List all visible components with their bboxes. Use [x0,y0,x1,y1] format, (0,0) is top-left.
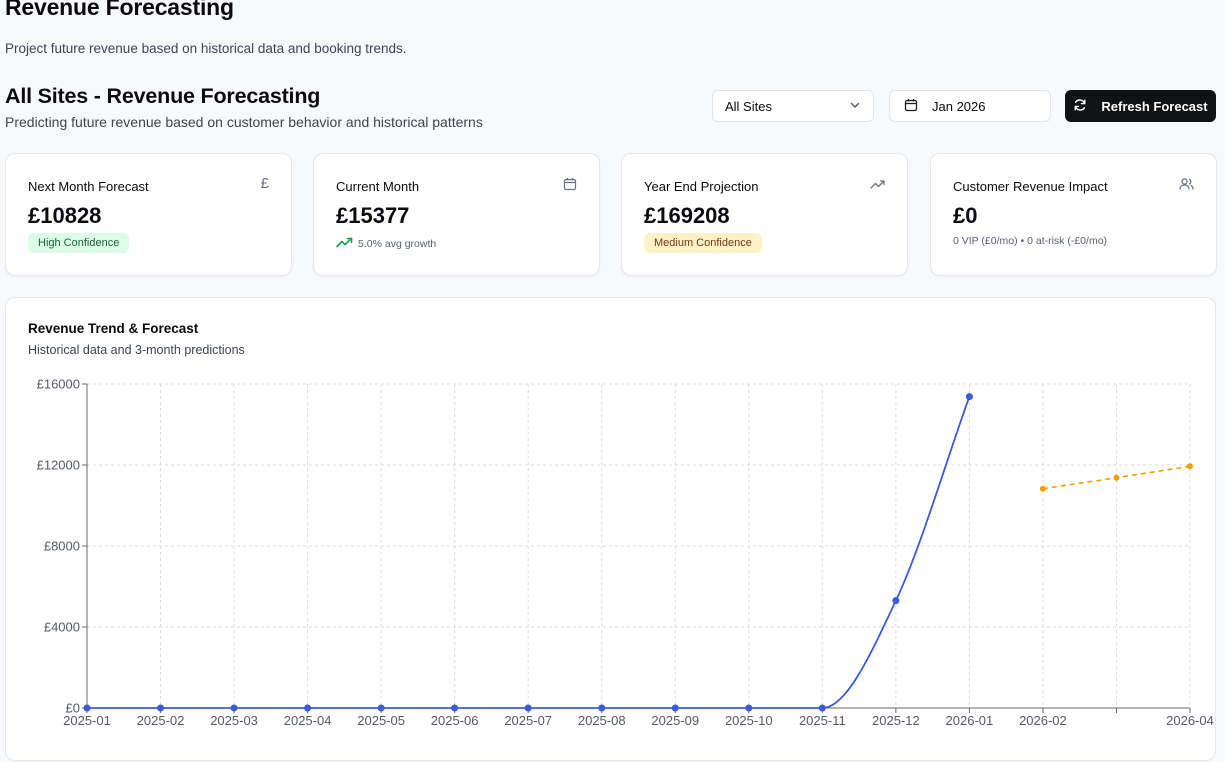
x-tick-label: 2025-02 [137,713,185,728]
chart-title: Revenue Trend & Forecast [28,321,199,336]
page-title: Revenue Forecasting [5,0,234,20]
page-subtitle: Project future revenue based on historic… [5,41,407,56]
actual-point [304,704,312,712]
current-month-card: Current Month £15377 5.0% avg growth [313,153,600,276]
y-tick-label: £0 [66,701,80,716]
users-icon [1179,177,1194,196]
section-subtitle: Predicting future revenue based on custo… [5,114,483,130]
x-tick-label: 2025-03 [210,713,258,728]
x-tick-label: 2025-07 [504,713,552,728]
x-tick-label: 2025-01 [63,713,111,728]
card-value: £169208 [644,203,730,228]
chart-subtitle: Historical data and 3-month predictions [28,343,245,357]
section-title: All Sites - Revenue Forecasting [5,84,321,108]
y-tick-label: £12000 [37,458,80,473]
next-month-forecast-card: Next Month Forecast £ £10828 High Confid… [5,153,292,276]
x-tick-label: 2025-12 [872,713,920,728]
x-tick-label: 2026-02 [1019,713,1067,728]
year-end-projection-card: Year End Projection £169208 Medium Confi… [621,153,908,276]
actual-point [965,393,973,401]
x-tick-label: 2025-09 [651,713,699,728]
revenue-trend-chart: £0 £4000 £8000 £12000 £16000 2025-01 2025-02 20… [37,377,1214,729]
forecast-point [1113,474,1120,481]
x-tick-label: 2025-08 [578,713,626,728]
card-value: £15377 [336,203,410,228]
actual-point [671,704,679,712]
confidence-badge: Medium Confidence [644,233,762,253]
month-picker-value: Jan 2026 [932,98,986,114]
forecast-point [1039,485,1046,492]
actual-point [83,704,91,712]
card-value: £10828 [28,203,102,228]
chevron-down-icon [849,99,861,114]
refresh-icon [1073,98,1087,115]
card-label: Current Month [336,179,420,194]
site-select[interactable]: All Sites [712,90,874,122]
pound-icon: £ [260,175,269,192]
actual-point [377,704,385,712]
x-tick-label: 2025-05 [357,713,405,728]
trending-up-icon [870,177,885,195]
x-tick-label: 2025-10 [725,713,773,728]
growth-indicator: 5.0% avg growth [336,237,436,251]
y-tick-label: £16000 [37,377,80,392]
confidence-badge: High Confidence [28,233,130,253]
trending-up-icon [336,237,353,251]
x-tick-label: 2026-01 [946,713,994,728]
actual-point [745,704,753,712]
x-tick-label: 2025-11 [799,713,846,728]
site-select-value: All Sites [725,98,772,114]
card-label: Next Month Forecast [28,179,149,194]
actual-point [157,704,165,712]
growth-text: 5.0% avg growth [358,238,437,250]
forecast-point [1187,463,1193,470]
x-tick-label: 2025-04 [284,713,332,728]
card-label: Year End Projection [644,179,759,194]
calendar-icon [563,177,577,196]
card-label: Customer Revenue Impact [953,179,1108,194]
actual-point [451,704,459,712]
y-tick-label: £4000 [44,620,80,635]
actual-point [598,704,606,712]
actual-point [524,704,532,712]
customer-revenue-impact-card: Customer Revenue Impact £0 0 VIP (£0/mo)… [930,153,1217,276]
actual-point [818,704,826,712]
revenue-trend-chart-card: £0 £4000 £8000 £12000 £16000 2025-01 2025-02 20… [5,297,1216,761]
calendar-icon [904,98,918,115]
actual-revenue-line [87,396,971,709]
y-tick-label: £8000 [44,539,80,554]
card-value: £0 [953,203,978,228]
refresh-forecast-button[interactable]: Refresh Forecast [1065,90,1216,122]
customer-impact-detail: 0 VIP (£0/mo) • 0 at-risk (-£0/mo) [953,235,1108,247]
month-picker[interactable]: Jan 2026 [889,90,1051,122]
actual-point [230,704,238,712]
x-tick-label: 2026-04 [1166,713,1214,728]
actual-point [892,597,900,605]
refresh-forecast-label: Refresh Forecast [1101,98,1208,114]
x-tick-label: 2025-06 [431,713,479,728]
